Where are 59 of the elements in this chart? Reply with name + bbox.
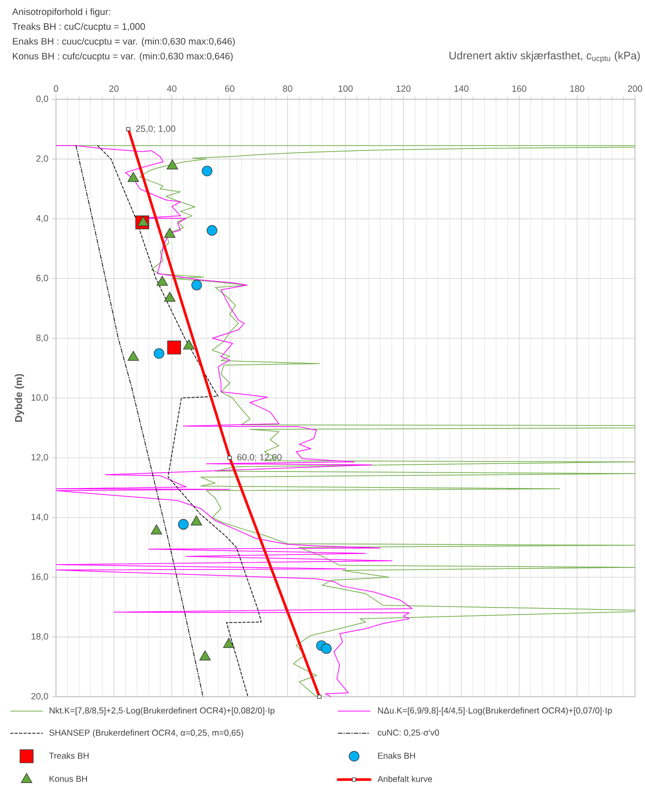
point	[202, 166, 212, 176]
point	[199, 650, 211, 660]
point	[183, 340, 195, 350]
x-tick-label: 200	[628, 85, 642, 92]
legend-label: Treaks BH	[49, 752, 89, 759]
x-tick-label: 180	[570, 85, 584, 92]
x-tick-label: 0	[54, 85, 58, 92]
x-axis-title: Udrenert aktiv skjærfasthet, c$_{ucptu}$ (kPa)	[450, 51, 640, 63]
y-tick-label: 12,0	[32, 454, 48, 462]
y-tick-label: 0,0	[36, 96, 48, 104]
y-axis-title: Dybde (m)	[14, 374, 24, 422]
point	[190, 515, 202, 526]
line-series	[97, 145, 262, 697]
x-tick-label: 20	[109, 85, 119, 92]
legend-label: Nkt.K=[7,8/8,5]+2,5·Log(Brukerdefinert OCR4)+[0,082/0]·Ip	[50, 707, 274, 716]
y-tick-label: 14,0	[32, 514, 48, 522]
x-tick-label: 60	[225, 85, 234, 92]
x-tick-label: 40	[166, 85, 176, 92]
point	[164, 228, 176, 238]
y-tick-label: 6,0	[36, 274, 48, 282]
x-tick-label: 100	[338, 85, 353, 92]
point	[164, 292, 176, 302]
point	[154, 348, 164, 359]
line-series	[56, 145, 412, 697]
x-tick-label: 160	[512, 85, 526, 92]
point	[137, 216, 149, 226]
point	[167, 340, 182, 354]
y-tick-label: 4,0	[36, 215, 48, 222]
x-tick-label: 120	[396, 85, 411, 92]
point	[178, 519, 189, 530]
legend-label: Konus BH	[50, 776, 87, 782]
y-tick-label: 8,0	[36, 334, 48, 342]
text: Konus BH : cufc/cucptu = var. (min:0,630 max:0,646)	[12, 52, 233, 62]
point	[150, 524, 162, 534]
legend-label: Enaks BH	[378, 752, 415, 759]
legend-label: cuNC: 0,25·σ'v0	[378, 730, 439, 737]
point	[128, 172, 139, 182]
y-tick-label: 16,0	[32, 574, 48, 581]
x-tick-label: 140	[454, 85, 468, 92]
point	[191, 280, 202, 290]
point	[206, 225, 218, 236]
y-tick-label: 18,0	[32, 633, 48, 641]
data-label: 25,0; 1,00	[136, 125, 176, 133]
x-tick-label: 80	[282, 85, 292, 92]
point	[128, 350, 139, 361]
legend-label: SHANSEP (Brukerdefinert OCR4, α=0,25, m=0,65)	[49, 729, 244, 738]
point	[156, 276, 168, 286]
point	[166, 159, 178, 170]
text: Anisotropiforhold i figur:	[12, 8, 110, 17]
y-tick-label: 2,0	[36, 155, 48, 163]
legend-label: Anbefalt kurve	[377, 776, 432, 782]
text: Enaks BH : cuuc/cucptu = var. (min:0,630 max:0,646)	[12, 38, 235, 46]
point	[321, 643, 332, 654]
line-series	[76, 145, 204, 697]
point	[223, 638, 234, 648]
y-tick-label: 10,0	[32, 394, 48, 402]
legend-label: NΔu.K=[6,9/9,8]-[4/4,5]·Log(Brukerdefinert OCR4)+[0,07/0]·Ip	[378, 707, 612, 716]
y-tick-label: 20,0	[31, 692, 48, 700]
text: Treaks BH : cuC/cucptu = 1,000	[12, 22, 145, 32]
